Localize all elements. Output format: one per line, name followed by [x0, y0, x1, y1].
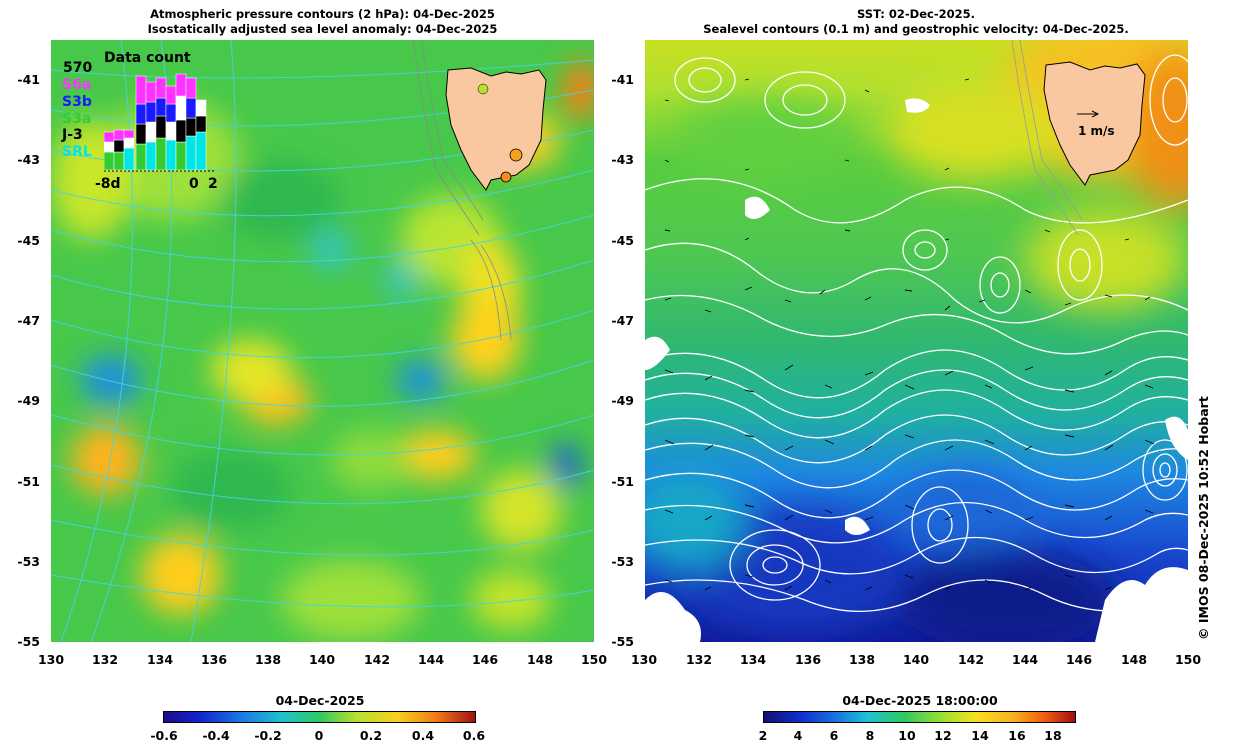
tasmania-land — [445, 67, 547, 191]
mission-s3b-label: S3b — [62, 94, 92, 110]
left-colorbar-tick: -0.2 — [254, 728, 282, 743]
right-y-tick: -45 — [611, 233, 634, 248]
right-colorbar-tick: 14 — [971, 728, 989, 743]
right-y-tick: -43 — [611, 152, 634, 167]
right-title: SST: 02-Dec-2025. Sealevel contours (0.1… — [642, 7, 1190, 37]
data-count-title: Data count — [104, 50, 191, 66]
right-x-tick: 136 — [794, 652, 822, 667]
right-colorbar-tick: 8 — [865, 728, 875, 743]
bathymetry-lines — [1011, 40, 1083, 236]
right-x-tick: 140 — [902, 652, 930, 667]
left-x-tick: 150 — [580, 652, 608, 667]
mission-srl-label: SRL — [62, 144, 92, 160]
right-x-tick: 132 — [685, 652, 713, 667]
right-y-tick: -55 — [611, 634, 634, 649]
right-colorbar-tick: 6 — [829, 728, 839, 743]
left-x-tick: 140 — [308, 652, 336, 667]
cloud-mask — [645, 98, 1188, 642]
right-colorbar-tick: 16 — [1008, 728, 1026, 743]
right-colorbar-title: 04-Dec-2025 18:00:00 — [842, 693, 998, 708]
left-x-tick: 130 — [37, 652, 65, 667]
sst-field — [645, 40, 1188, 642]
right-y-tick: -51 — [611, 474, 634, 489]
left-title-line2: Isostatically adjusted sea level anomaly… — [147, 22, 498, 36]
left-x-tick: 136 — [200, 652, 228, 667]
left-y-tick: -49 — [17, 393, 40, 408]
left-y-tick: -47 — [17, 313, 40, 328]
right-x-tick: 150 — [1174, 652, 1202, 667]
right-x-tick: 130 — [630, 652, 658, 667]
histogram-x-end: 2 — [208, 176, 218, 192]
right-y-tick: -47 — [611, 313, 634, 328]
left-colorbar-tick: -0.6 — [150, 728, 178, 743]
left-colorbar — [163, 711, 476, 723]
left-colorbar-tick: 0 — [314, 728, 324, 743]
sea-level-anomaly-map[interactable] — [51, 40, 594, 642]
geostrophic-velocity-arrows — [664, 78, 1155, 591]
left-colorbar-tick: -0.4 — [202, 728, 230, 743]
left-y-tick: -51 — [17, 474, 40, 489]
left-colorbar-title: 04-Dec-2025 — [275, 693, 365, 708]
right-colorbar — [763, 711, 1076, 723]
left-colorbar-tick: 0.2 — [359, 728, 383, 743]
left-colorbar-tick: 0.6 — [462, 728, 486, 743]
right-y-tick: -53 — [611, 554, 634, 569]
right-title-line1: SST: 02-Dec-2025. — [857, 7, 975, 21]
imos-credit: © IMOS 08-Dec-2025 10:52 Hobart — [1196, 396, 1211, 640]
tasmania-land — [1043, 61, 1146, 186]
right-colorbar-tick: 12 — [934, 728, 952, 743]
histogram-x-start: -8d — [95, 176, 121, 192]
right-colorbar-tick: 10 — [898, 728, 916, 743]
left-x-tick: 148 — [526, 652, 554, 667]
right-colorbar-tick: 18 — [1044, 728, 1062, 743]
right-x-tick: 148 — [1120, 652, 1148, 667]
right-title-line2: Sealevel contours (0.1 m) and geostrophi… — [703, 22, 1129, 36]
left-x-tick: 142 — [363, 652, 391, 667]
right-y-tick: -41 — [611, 72, 634, 87]
left-y-tick: -55 — [17, 634, 40, 649]
left-y-tick: -45 — [17, 233, 40, 248]
mission-s6a-label: S6a — [62, 77, 92, 93]
left-x-tick: 144 — [417, 652, 445, 667]
data-count-histogram — [104, 73, 216, 172]
right-x-tick: 144 — [1011, 652, 1039, 667]
right-x-tick: 146 — [1065, 652, 1093, 667]
mission-j3-label: J-3 — [62, 127, 83, 143]
left-title-line1: Atmospheric pressure contours (2 hPa): 0… — [150, 7, 495, 21]
data-count-inset: Data count 570 S6a S3b S3a J-3 SRL -8d 0… — [58, 46, 228, 196]
left-colorbar-tick: 0.4 — [411, 728, 435, 743]
right-x-tick: 142 — [957, 652, 985, 667]
right-x-tick: 134 — [739, 652, 767, 667]
left-x-tick: 132 — [91, 652, 119, 667]
left-y-tick: -43 — [17, 152, 40, 167]
right-colorbar-tick: 4 — [793, 728, 803, 743]
bathymetry-lines — [412, 40, 512, 341]
left-x-tick: 146 — [471, 652, 499, 667]
data-count-max: 570 — [63, 60, 93, 76]
right-colorbar-tick: 2 — [758, 728, 768, 743]
left-title: Atmospheric pressure contours (2 hPa): 0… — [50, 7, 595, 37]
sst-map[interactable] — [645, 40, 1188, 642]
left-y-tick: -53 — [17, 554, 40, 569]
left-y-tick: -41 — [17, 72, 40, 87]
velocity-scale-label: 1 m/s — [1078, 124, 1115, 138]
histogram-x-zero: 0 — [189, 176, 199, 192]
left-x-tick: 134 — [146, 652, 174, 667]
velocity-scale-arrow — [1077, 110, 1100, 118]
pressure-contours — [51, 40, 594, 642]
mission-s3a-label: S3a — [62, 111, 92, 127]
right-x-tick: 138 — [848, 652, 876, 667]
left-x-tick: 138 — [254, 652, 282, 667]
anomaly-field — [51, 60, 594, 640]
right-y-tick: -49 — [611, 393, 634, 408]
sealevel-contours — [645, 54, 1188, 613]
